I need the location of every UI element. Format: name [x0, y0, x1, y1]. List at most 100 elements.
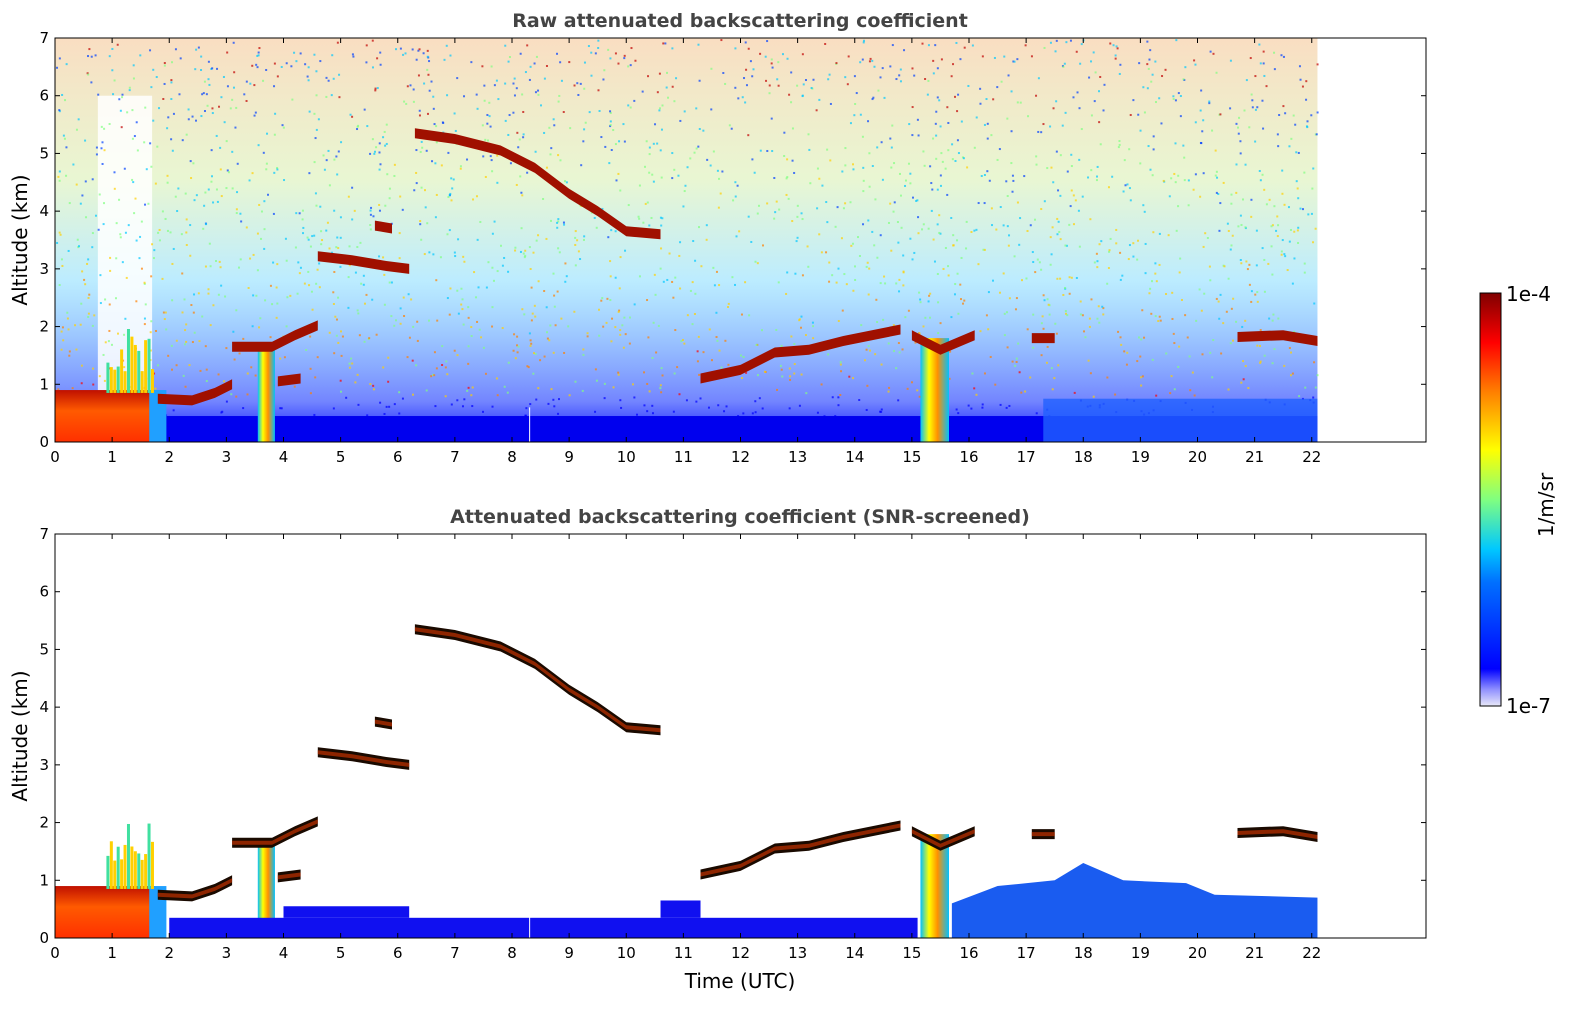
noise-speck	[262, 79, 265, 82]
noise-speck	[899, 68, 902, 71]
noise-speck	[371, 298, 374, 301]
noise-speck	[235, 208, 238, 211]
noise-speck	[313, 161, 316, 164]
noise-speck	[446, 94, 449, 97]
noise-speck	[996, 158, 999, 161]
noise-speck	[922, 223, 925, 226]
noise-speck	[745, 371, 748, 374]
noise-speck	[393, 324, 396, 327]
noise-speck	[1006, 225, 1009, 228]
noise-speck	[562, 221, 565, 224]
noise-speck	[1049, 41, 1052, 44]
noise-speck	[608, 162, 611, 165]
noise-speck	[1280, 54, 1283, 57]
noise-speck	[108, 122, 111, 125]
noise-speck	[166, 229, 169, 232]
noise-speck	[855, 92, 858, 95]
noise-speck	[163, 318, 166, 321]
noise-speck	[191, 115, 194, 118]
noise-speck	[269, 336, 272, 339]
noise-speck	[1095, 179, 1098, 182]
noise-speck	[1312, 396, 1315, 399]
noise-speck	[643, 371, 646, 374]
noise-speck	[239, 258, 242, 261]
noise-speck	[383, 303, 386, 306]
noise-speck	[1262, 50, 1265, 53]
noise-speck	[1106, 282, 1109, 285]
noise-speck	[406, 85, 409, 88]
noise-speck	[1143, 111, 1146, 114]
noise-speck	[651, 404, 654, 407]
noise-speck	[1042, 327, 1045, 330]
noise-speck	[1199, 195, 1202, 198]
noise-speck	[293, 51, 296, 54]
noise-speck	[981, 403, 984, 406]
noise-speck	[1015, 357, 1018, 360]
noise-speck	[610, 340, 613, 343]
noise-speck	[586, 335, 589, 338]
noise-speck	[1199, 109, 1202, 112]
noise-speck	[170, 81, 173, 84]
noise-speck	[1093, 100, 1096, 103]
noise-speck	[1162, 179, 1165, 182]
noise-speck	[1148, 58, 1151, 61]
noise-speck	[524, 71, 527, 74]
noise-speck	[1151, 280, 1154, 283]
noise-speck	[461, 298, 464, 301]
noise-speck	[1072, 194, 1075, 197]
noise-speck	[975, 228, 978, 231]
noise-speck	[1296, 187, 1299, 190]
noise-speck	[1271, 362, 1274, 365]
noise-speck	[1102, 109, 1105, 112]
noise-speck	[1072, 96, 1075, 99]
x-tick-label: 21	[1245, 944, 1264, 962]
noise-speck	[245, 80, 248, 83]
noise-speck	[1114, 393, 1117, 396]
noise-speck	[496, 394, 499, 397]
noise-speck	[854, 265, 857, 268]
noise-speck	[557, 247, 560, 250]
noise-speck	[1139, 129, 1142, 132]
noise-speck	[1209, 351, 1212, 354]
noise-speck	[1068, 223, 1071, 226]
noise-speck	[672, 410, 675, 413]
noise-speck	[768, 84, 771, 87]
noise-speck	[679, 119, 682, 122]
noise-speck	[353, 209, 356, 212]
noise-speck	[938, 214, 941, 217]
noise-speck	[537, 387, 540, 390]
noise-speck	[1217, 193, 1220, 196]
cloud-layer	[157, 875, 233, 902]
noise-speck	[876, 256, 879, 259]
noise-speck	[193, 331, 196, 334]
noise-speck	[749, 60, 752, 63]
noise-speck	[283, 179, 286, 182]
noise-speck	[1098, 121, 1101, 124]
noise-speck	[486, 139, 489, 142]
noise-speck	[1230, 202, 1233, 205]
noise-speck	[388, 281, 391, 284]
noise-speck	[172, 409, 175, 412]
noise-speck	[449, 192, 452, 195]
noise-speck	[902, 284, 905, 287]
noise-speck	[967, 404, 970, 407]
noise-speck	[944, 167, 947, 170]
noise-speck	[242, 407, 245, 410]
noise-speck	[1008, 297, 1011, 300]
noise-speck	[1078, 107, 1081, 110]
noise-speck	[880, 408, 883, 411]
noise-speck	[1032, 313, 1035, 316]
aerosol-plume	[120, 859, 124, 889]
noise-speck	[553, 124, 556, 127]
noise-speck	[557, 412, 560, 415]
noise-speck	[1288, 240, 1291, 243]
noise-speck	[1069, 205, 1072, 208]
noise-speck	[1136, 258, 1139, 261]
noise-speck	[852, 377, 855, 380]
noise-speck	[796, 215, 799, 218]
noise-speck	[88, 293, 91, 296]
noise-speck	[316, 356, 319, 359]
noise-speck	[788, 93, 791, 96]
noise-speck	[1013, 255, 1016, 258]
noise-speck	[301, 218, 304, 221]
